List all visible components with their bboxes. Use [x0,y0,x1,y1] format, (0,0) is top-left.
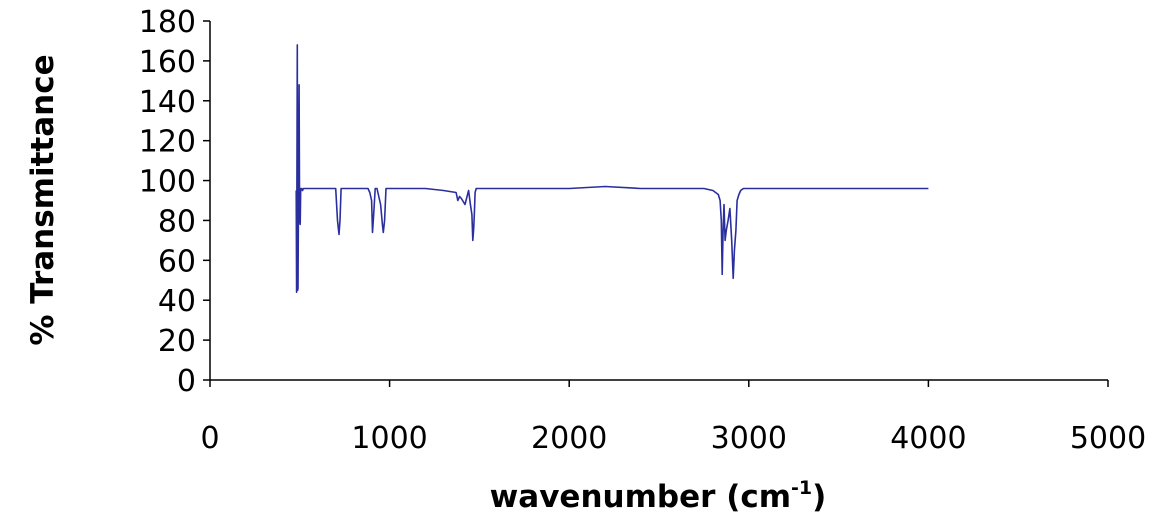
x-axis-title: wavenumber (cm-1) [490,477,827,515]
y-axis-title: % Transmittance [25,54,61,345]
x-axis-title-superscript: -1 [791,477,812,499]
x-axis-title-close: ) [812,479,826,515]
x-axis: 0 1000 2000 3000 4000 5000 [200,379,1146,456]
y-tick-label: 120 [139,125,196,160]
y-tick-label: 20 [158,324,196,359]
y-tick-label: 80 [158,204,196,239]
y-axis: 180 160 140 120 100 80 60 40 20 0 [139,5,211,399]
x-tick-label: 3000 [711,421,787,456]
plot-area [295,44,929,294]
x-tick-label: 2000 [531,421,607,456]
spectrum-series-line [295,44,929,294]
y-tick-label: 100 [139,165,196,200]
x-tick-label: 4000 [890,421,966,456]
x-tick-label: 5000 [1070,421,1146,456]
x-tick-label: 1000 [351,421,427,456]
y-tick-label: 40 [158,284,196,319]
y-tick-label: 140 [139,85,196,120]
x-tick-label: 0 [200,421,219,456]
y-tick-label: 180 [139,5,196,40]
x-axis-title-main: wavenumber (cm [490,479,791,515]
y-tick-label: 160 [139,45,196,80]
y-tick-label: 60 [158,244,196,279]
y-tick-label: 0 [177,364,196,399]
